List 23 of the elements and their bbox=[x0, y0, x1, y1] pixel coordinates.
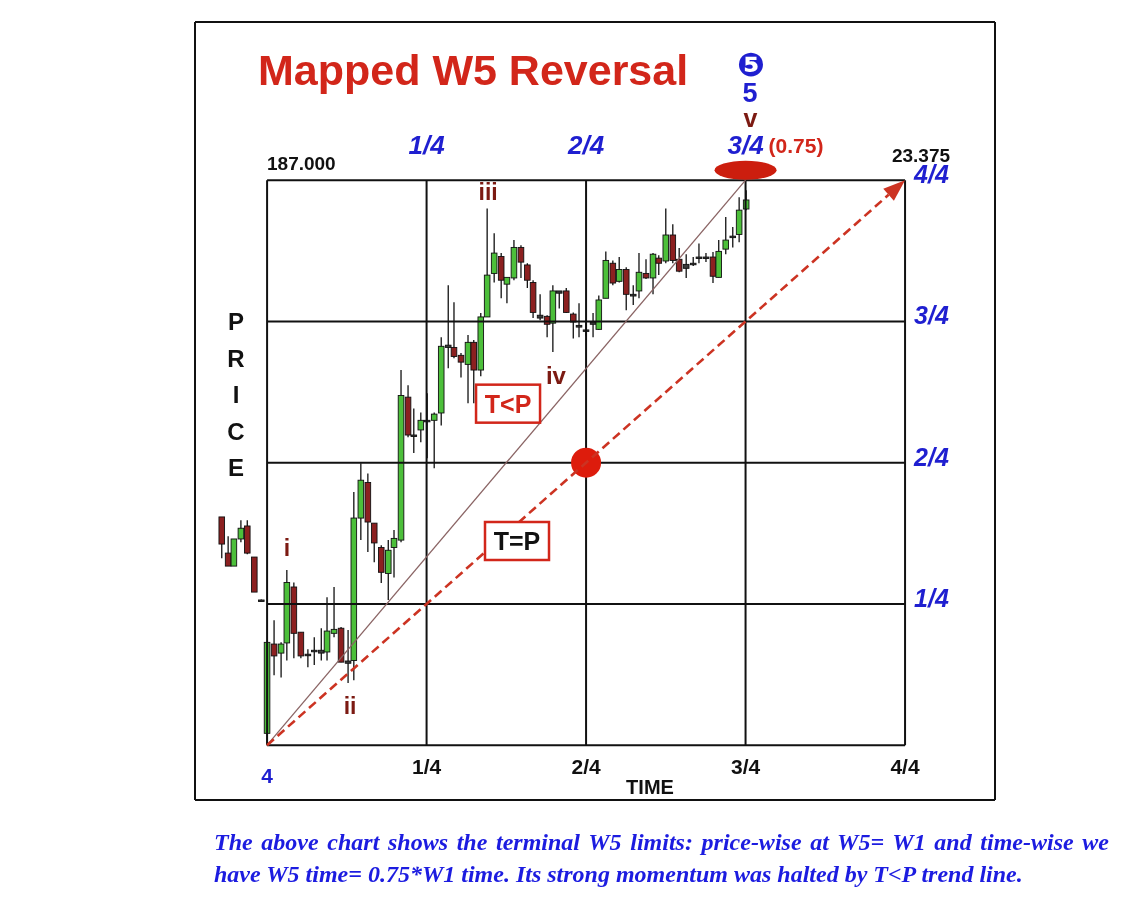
x-tick-label: 1/4 bbox=[411, 754, 442, 778]
annotation: iv bbox=[545, 362, 567, 390]
annotation: ii bbox=[343, 693, 357, 720]
annotation: iii bbox=[478, 179, 498, 206]
x-tick-label: 3/4 bbox=[730, 754, 761, 778]
annotation: T=P bbox=[493, 527, 541, 555]
annotation: 187.000 bbox=[267, 152, 336, 174]
y-tick-label: 3/4 bbox=[914, 301, 949, 330]
annotation: (0.75) bbox=[768, 133, 824, 157]
text: Mapped W5 Reversal bbox=[258, 46, 689, 94]
annotation: 4 bbox=[261, 763, 274, 787]
y-axis-title: PRICE bbox=[227, 307, 245, 481]
x-tick-label: 4/4 bbox=[890, 754, 920, 778]
x2-tick-label: 2/4 bbox=[566, 130, 605, 161]
y-tick-label: 2/4 bbox=[913, 442, 949, 471]
text: The above chart shows the terminal W5 limits: price-wise at W5= W1 and time-wise we have W5 time= 0.75*W1 time. Its strong momentum was halted by T<P trend line. bbox=[214, 828, 1109, 889]
y-tick-label: 1/4 bbox=[914, 583, 949, 612]
x2-tick-label: 1/4 bbox=[408, 130, 446, 161]
x-axis-title: TIME bbox=[626, 776, 674, 798]
x2-tick-label: 3/4 bbox=[727, 130, 765, 161]
annotation: i bbox=[283, 535, 291, 562]
series-label: T<P bbox=[484, 389, 532, 418]
x-tick-label: 2/4 bbox=[571, 754, 601, 778]
